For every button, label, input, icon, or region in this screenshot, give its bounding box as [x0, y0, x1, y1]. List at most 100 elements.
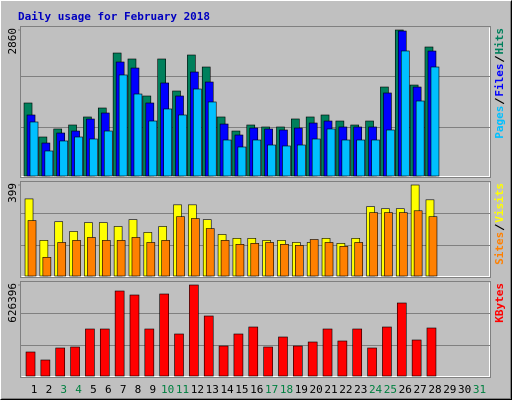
x-tick-label: 8	[135, 383, 142, 396]
x-tick-label: 9	[150, 383, 157, 396]
bar	[263, 346, 273, 377]
bar	[322, 328, 333, 377]
bar	[237, 146, 247, 177]
bar	[57, 242, 67, 277]
bar	[44, 150, 54, 177]
bar	[103, 130, 113, 177]
bar	[411, 339, 422, 377]
bar	[207, 101, 217, 177]
bar	[189, 284, 199, 377]
x-tick-label: 25	[384, 383, 397, 396]
x-tick-label: 14	[220, 383, 234, 396]
x-tick-label: 12	[191, 383, 204, 396]
bar	[235, 243, 245, 277]
bar	[386, 129, 395, 177]
legend-separator	[494, 55, 505, 63]
x-tick-label: 11	[176, 383, 189, 396]
bar	[89, 138, 98, 177]
bar	[311, 138, 321, 177]
x-tick-label: 13	[206, 383, 219, 396]
bar	[131, 237, 141, 277]
x-tick-label: 1	[31, 383, 38, 396]
bar	[129, 294, 140, 377]
y-tick-label: 399	[6, 183, 19, 203]
x-tick-label: 18	[280, 383, 293, 396]
x-tick-label: 27	[414, 383, 427, 396]
bar	[144, 328, 155, 377]
x-tick-label: 10	[161, 383, 174, 396]
bar	[384, 212, 393, 277]
x-tick-label: 15	[235, 383, 248, 396]
bar	[278, 336, 288, 377]
bar	[99, 328, 110, 377]
x-tick-label: 23	[354, 383, 367, 396]
x-tick-label: 31	[473, 383, 486, 396]
y-tick-label: 2860	[6, 28, 19, 55]
bar	[267, 144, 276, 177]
panel-bevel	[21, 27, 490, 177]
bar	[324, 242, 334, 277]
bar	[354, 242, 364, 277]
bar	[220, 240, 230, 277]
legend-label: Hits	[493, 28, 506, 55]
x-tick-label: 17	[265, 383, 278, 396]
bar	[222, 139, 232, 177]
bar	[133, 93, 143, 177]
bar	[116, 240, 126, 277]
legend-label: Pages	[493, 106, 506, 139]
x-tick-label: 7	[120, 383, 127, 396]
bar	[415, 100, 425, 177]
bar	[118, 74, 128, 177]
legend-label: Files	[493, 64, 506, 97]
bar	[218, 345, 229, 377]
bar	[250, 243, 260, 277]
bar	[413, 210, 423, 277]
bar	[159, 293, 169, 377]
bar	[371, 139, 380, 177]
bar	[40, 359, 51, 377]
legend-label: Visits	[493, 183, 506, 223]
bar	[326, 128, 336, 177]
bar	[174, 333, 184, 377]
bar	[248, 326, 259, 377]
bar	[27, 220, 37, 277]
bar	[55, 347, 66, 377]
bar	[146, 242, 156, 277]
bar	[295, 245, 304, 277]
bar	[400, 50, 410, 177]
bar	[163, 108, 172, 177]
bar	[72, 240, 81, 277]
legend-label: Sites	[493, 232, 506, 265]
bar	[282, 145, 291, 177]
bar	[367, 347, 377, 377]
bar	[233, 333, 244, 377]
bar	[280, 243, 289, 277]
bar	[309, 239, 319, 277]
bar	[101, 240, 111, 277]
x-tick-label: 30	[458, 383, 471, 396]
bar	[85, 328, 95, 377]
bar	[341, 139, 351, 177]
bar	[398, 212, 408, 277]
x-tick-label: 22	[339, 383, 352, 396]
bar	[29, 121, 39, 177]
x-tick-label: 6	[105, 383, 112, 396]
x-tick-label: 26	[399, 383, 412, 396]
y-tick-label: 626396	[6, 283, 19, 323]
bar	[70, 346, 80, 377]
bar	[337, 340, 348, 377]
bar	[42, 256, 52, 277]
bar	[59, 140, 69, 177]
x-tick-label: 28	[428, 383, 441, 396]
bar	[396, 302, 407, 377]
chart-title: Daily usage for February 2018	[18, 10, 210, 23]
x-tick-label: 29	[443, 383, 456, 396]
bar	[307, 341, 318, 377]
x-tick-label: 4	[75, 383, 82, 396]
bar	[369, 212, 378, 277]
bar	[339, 246, 349, 277]
bar	[203, 315, 214, 377]
x-tick-label: 2	[46, 383, 53, 396]
